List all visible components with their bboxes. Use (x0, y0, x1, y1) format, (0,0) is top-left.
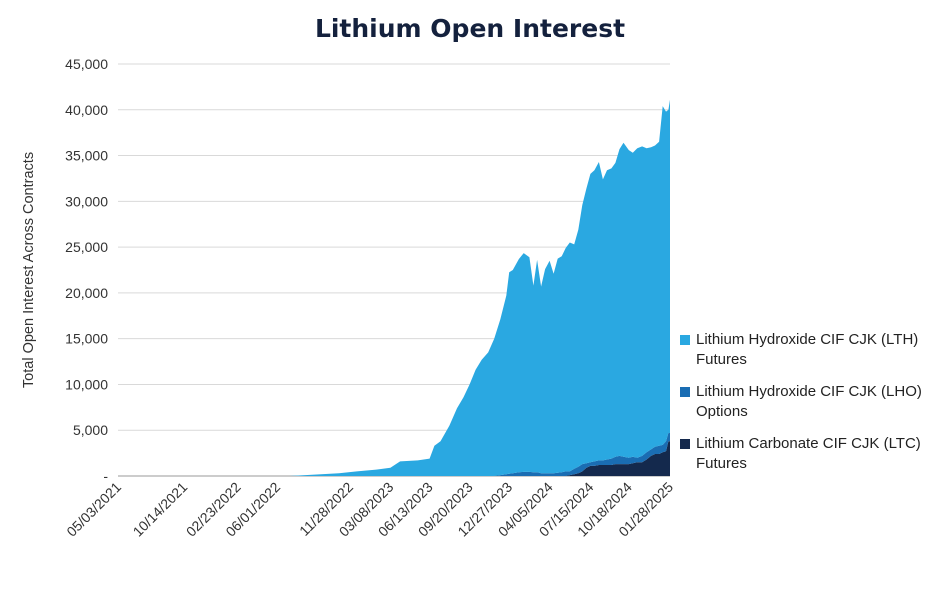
legend-label-lho: Lithium Hydroxide CIF CJK (LHO) Options (696, 383, 922, 420)
y-axis-ticks: - 5,000 10,000 15,000 20,000 25,000 30,000 35,0… (65, 56, 108, 484)
y-tick-label: 25,000 (65, 239, 108, 255)
legend-item-lho: Lithium Hydroxide CIF CJK (LHO) Options (680, 382, 935, 422)
y-axis-label: Total Open Interest Across Contracts (21, 152, 37, 388)
legend-swatch-ltc (680, 439, 690, 449)
y-tick-label: 30,000 (65, 193, 108, 209)
legend-swatch-lho (680, 387, 690, 397)
y-tick-label: 15,000 (65, 331, 108, 347)
legend: Lithium Hydroxide CIF CJK (LTH) Futures … (680, 330, 935, 486)
legend-swatch-lth (680, 335, 690, 345)
y-tick-label: - (103, 468, 108, 484)
y-tick-label: 40,000 (65, 102, 108, 118)
y-tick-label: 20,000 (65, 285, 108, 301)
legend-label-lth: Lithium Hydroxide CIF CJK (LTH) Futures (696, 331, 919, 368)
legend-item-ltc: Lithium Carbonate CIF CJK (LTC) Futures (680, 434, 935, 474)
stacked-areas (118, 99, 670, 476)
gridlines (118, 63, 670, 477)
x-axis-ticks: 05/03/2021 10/14/202102/23/202206/01/2022… (63, 479, 676, 540)
y-tick-label: 10,000 (65, 376, 108, 392)
x-tick-label: 05/03/2021 (63, 479, 124, 540)
area-series-0 (118, 441, 670, 476)
y-tick-label: 5,000 (73, 422, 108, 438)
y-tick-label: 35,000 (65, 148, 108, 164)
legend-item-lth: Lithium Hydroxide CIF CJK (LTH) Futures (680, 330, 935, 370)
chart-title: Lithium Open Interest (314, 14, 626, 43)
area-series-2 (118, 99, 670, 476)
x-tick-label: 10/14/2021 (130, 479, 191, 540)
legend-label-ltc: Lithium Carbonate CIF CJK (LTC) Futures (696, 435, 921, 472)
y-tick-label: 45,000 (65, 56, 108, 72)
